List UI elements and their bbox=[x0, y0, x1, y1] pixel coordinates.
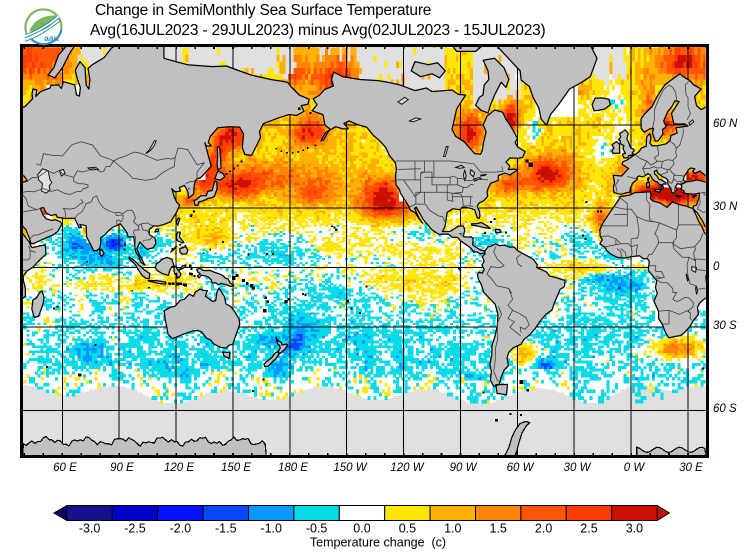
svg-text:-2.5: -2.5 bbox=[124, 522, 146, 536]
svg-text:3.0: 3.0 bbox=[626, 522, 643, 536]
svg-text:Temperature change (c): Temperature change (c) bbox=[310, 536, 446, 550]
svg-text:1.5: 1.5 bbox=[490, 522, 507, 536]
svg-text:0.5: 0.5 bbox=[399, 522, 416, 536]
svg-text:0.0: 0.0 bbox=[353, 522, 370, 536]
svg-text:2.5: 2.5 bbox=[580, 522, 597, 536]
svg-text:1.0: 1.0 bbox=[444, 522, 461, 536]
svg-text:aau: aau bbox=[44, 33, 59, 43]
svg-text:2.0: 2.0 bbox=[535, 522, 552, 536]
svg-text:-1.5: -1.5 bbox=[215, 522, 237, 536]
svg-text:-0.5: -0.5 bbox=[306, 522, 328, 536]
svg-text:-1.0: -1.0 bbox=[260, 522, 282, 536]
svg-text:-3.0: -3.0 bbox=[79, 522, 101, 536]
svg-text:-2.0: -2.0 bbox=[170, 522, 192, 536]
